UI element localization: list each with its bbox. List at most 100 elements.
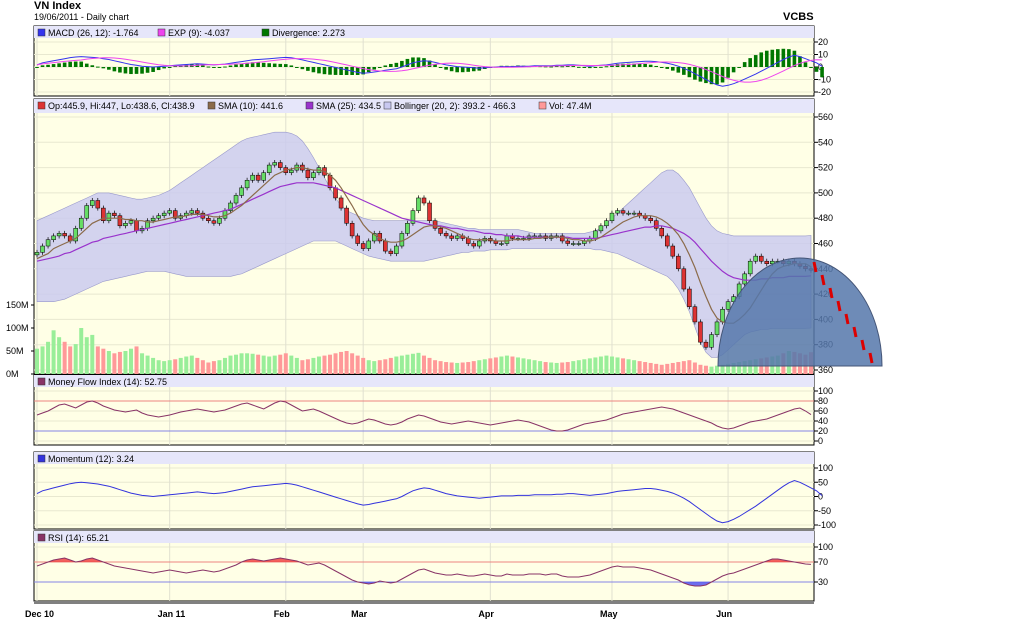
volume-bar <box>350 353 355 374</box>
candle-body <box>714 321 720 335</box>
macd-divergence-bar <box>212 67 216 68</box>
macd-divergence-bar <box>156 67 161 71</box>
candle-body <box>305 169 311 178</box>
candle-body <box>753 255 758 262</box>
momentum-legend-bar <box>34 452 814 464</box>
volume-bar <box>234 354 239 374</box>
macd-divergence-bar <box>764 50 769 67</box>
rsi-y-tick-label: 30 <box>818 577 828 587</box>
macd-divergence-bar <box>333 67 338 75</box>
candle-body <box>117 215 123 227</box>
decline-marker <box>812 261 818 273</box>
macd-legend-entry: MACD (26, 12): -1.764 <box>48 28 139 38</box>
macd-divergence-bar <box>339 67 343 75</box>
volume-bar <box>748 360 753 374</box>
macd-divergence-bar <box>643 63 647 67</box>
macd-divergence-bar <box>582 67 587 68</box>
macd-divergence-bar <box>416 57 421 67</box>
candle-body <box>250 174 255 181</box>
volume-bar <box>493 357 498 374</box>
volume-bar <box>405 354 410 374</box>
candle-body <box>410 210 416 224</box>
volume-bar <box>256 354 261 374</box>
candle-body <box>355 235 360 244</box>
volume-bar <box>300 360 305 374</box>
volume-bar <box>648 362 653 374</box>
macd-divergence-bar <box>632 63 636 67</box>
volume-bar <box>372 361 377 374</box>
macd-divergence-bar <box>543 66 548 68</box>
volume-bar <box>84 337 89 374</box>
macd-divergence-bar <box>433 63 437 67</box>
volume-bar <box>239 353 244 374</box>
candle-body <box>725 301 731 310</box>
decline-marker <box>836 300 842 312</box>
candle-body <box>278 162 283 168</box>
macd-divergence-bar <box>162 67 166 69</box>
volume-bar <box>156 360 161 374</box>
x-tick-label: Mar <box>351 609 368 619</box>
price-legend-entry: SMA (25): 434.5 <box>316 101 381 111</box>
volume-bar <box>742 361 747 374</box>
volume-bar <box>720 364 725 374</box>
macd-divergence-bar <box>670 67 675 71</box>
macd-divergence-bar <box>709 67 714 85</box>
macd-y-tick-label: 10 <box>818 50 828 60</box>
macd-divergence-bar <box>322 67 327 75</box>
mfi-legend-swatch <box>37 377 46 386</box>
macd-divergence-bar <box>621 63 625 67</box>
price-legend-swatch <box>305 101 314 110</box>
macd-divergence-bar <box>40 65 45 67</box>
mfi-y-tick-label: 60 <box>818 406 828 416</box>
macd-divergence-bar <box>676 67 681 73</box>
candle-body <box>34 252 40 256</box>
candle-body <box>454 235 460 239</box>
candle-body <box>698 321 703 343</box>
volume-bar <box>726 363 731 374</box>
volume-bar <box>488 358 493 374</box>
candle-body <box>134 220 139 232</box>
price-y-tick-label: 460 <box>818 239 833 249</box>
momentum-y-tick-label: 50 <box>818 477 828 487</box>
rsi-legend-swatch <box>37 533 46 542</box>
candle-body <box>261 172 266 181</box>
candle-body <box>156 215 161 219</box>
volume-bar <box>438 361 443 374</box>
macd-divergence-bar <box>62 62 67 67</box>
volume-bar <box>753 359 758 374</box>
macd-divergence-bar <box>731 67 736 73</box>
macd-divergence-bar <box>748 58 752 67</box>
volume-bar <box>715 365 720 374</box>
candle-body <box>438 228 443 234</box>
volume-bar <box>527 359 532 374</box>
volume-bar <box>178 357 183 374</box>
macd-divergence-bar <box>682 67 686 75</box>
volume-bar <box>455 362 460 374</box>
price-y-tick-label: 540 <box>818 137 833 147</box>
macd-divergence-bar <box>145 67 150 73</box>
candle-body <box>631 212 637 215</box>
macd-divergence-bar <box>659 67 664 68</box>
price-legend-entry: Op:445.9, Hi:447, Lo:438.6, Cl:438.9 <box>48 101 195 111</box>
candle-body <box>128 220 134 224</box>
candle-body <box>189 210 195 214</box>
candle-body <box>172 210 178 219</box>
candle-body <box>593 230 598 239</box>
candle-body <box>504 235 510 244</box>
overlay-dome-shape <box>717 257 883 367</box>
macd-divergence-bar <box>687 67 692 78</box>
volume-bar <box>305 359 310 374</box>
volume-bar <box>128 348 133 374</box>
macd-divergence-bar <box>792 50 797 67</box>
macd-divergence-bar <box>217 67 222 68</box>
candle-body <box>565 240 570 244</box>
macd-divergence-bar <box>377 67 382 68</box>
macd-legend-bar <box>34 26 814 38</box>
macd-divergence-bar <box>389 63 393 67</box>
macd-divergence-bar <box>422 58 426 67</box>
volume-bar <box>151 357 156 374</box>
rsi-line <box>36 557 812 587</box>
macd-divergence-bar <box>753 55 758 67</box>
macd-divergence-bar <box>471 67 476 72</box>
